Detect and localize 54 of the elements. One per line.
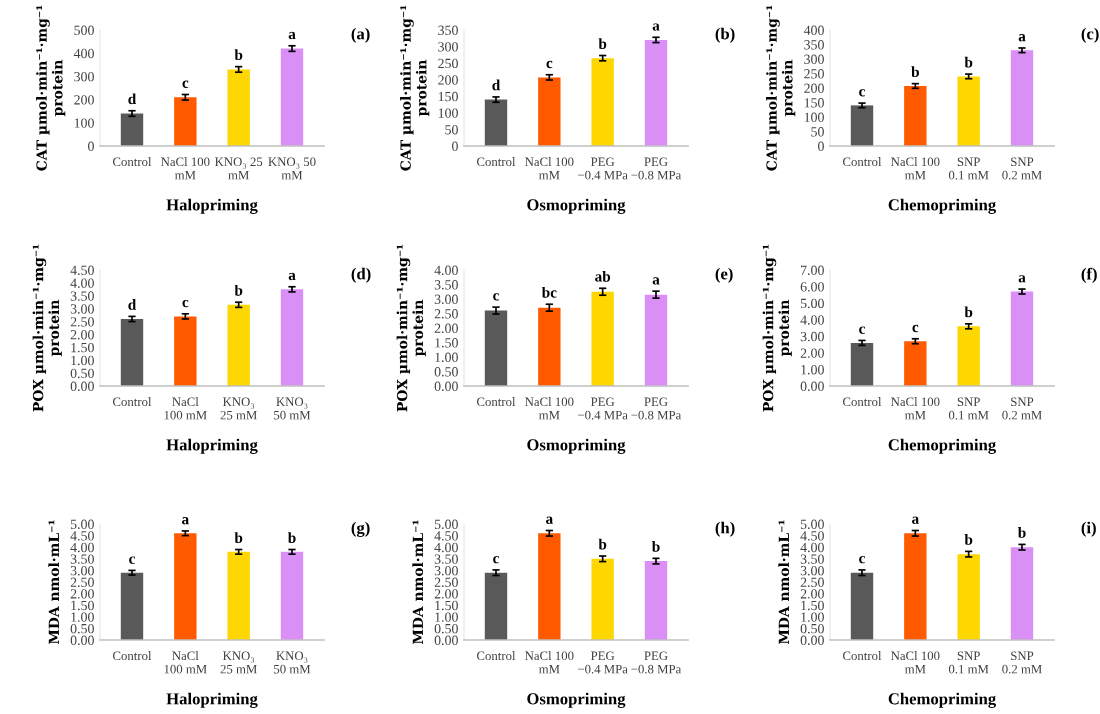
text: (i) bbox=[1081, 521, 1096, 537]
bar bbox=[227, 304, 250, 386]
bar bbox=[484, 99, 508, 146]
bar bbox=[174, 533, 197, 640]
bar bbox=[538, 307, 561, 386]
x-axis-title: Halopriming bbox=[166, 438, 258, 454]
bar bbox=[904, 341, 927, 386]
bar bbox=[644, 39, 668, 146]
text: (f) bbox=[1081, 267, 1097, 283]
bar bbox=[1010, 291, 1034, 386]
text: (d) bbox=[351, 267, 371, 283]
bar bbox=[957, 326, 980, 386]
bar bbox=[850, 105, 874, 146]
text: (e) bbox=[715, 267, 733, 283]
bar bbox=[120, 318, 144, 386]
bar bbox=[227, 69, 250, 146]
bar bbox=[591, 291, 614, 386]
bar bbox=[1010, 50, 1034, 146]
x-axis-title: Chemopriming bbox=[888, 438, 997, 454]
bar bbox=[174, 97, 197, 146]
text: (c) bbox=[1081, 27, 1099, 43]
bar bbox=[1010, 547, 1034, 640]
bar bbox=[904, 85, 927, 146]
bar bbox=[904, 533, 927, 640]
text: (h) bbox=[715, 521, 735, 537]
bar bbox=[850, 342, 874, 386]
bar bbox=[957, 554, 980, 640]
x-axis-title: Chemopriming bbox=[888, 692, 997, 708]
x-axis-title: Osmopriming bbox=[527, 438, 626, 454]
x-axis-title: Halopriming bbox=[166, 692, 258, 708]
bar bbox=[644, 561, 668, 640]
bar bbox=[484, 310, 508, 386]
text: (g) bbox=[351, 521, 370, 537]
x-axis-title: Osmopriming bbox=[527, 198, 626, 214]
bar bbox=[484, 572, 508, 640]
bar bbox=[280, 289, 304, 386]
text: (b) bbox=[715, 27, 735, 43]
bar bbox=[538, 77, 561, 146]
bar bbox=[280, 48, 304, 146]
bar bbox=[591, 58, 614, 146]
bar bbox=[174, 316, 197, 386]
bar bbox=[644, 294, 668, 386]
bar bbox=[280, 551, 304, 640]
bar bbox=[120, 113, 144, 146]
bar bbox=[850, 572, 874, 640]
bar bbox=[227, 551, 250, 640]
bar bbox=[591, 558, 614, 640]
x-axis-title: Osmopriming bbox=[527, 692, 626, 708]
bar bbox=[957, 76, 980, 146]
x-axis-title: Chemopriming bbox=[888, 198, 997, 214]
text: (a) bbox=[351, 27, 370, 43]
bar bbox=[538, 533, 561, 640]
x-axis-title: Halopriming bbox=[166, 198, 258, 214]
bar bbox=[120, 572, 144, 640]
